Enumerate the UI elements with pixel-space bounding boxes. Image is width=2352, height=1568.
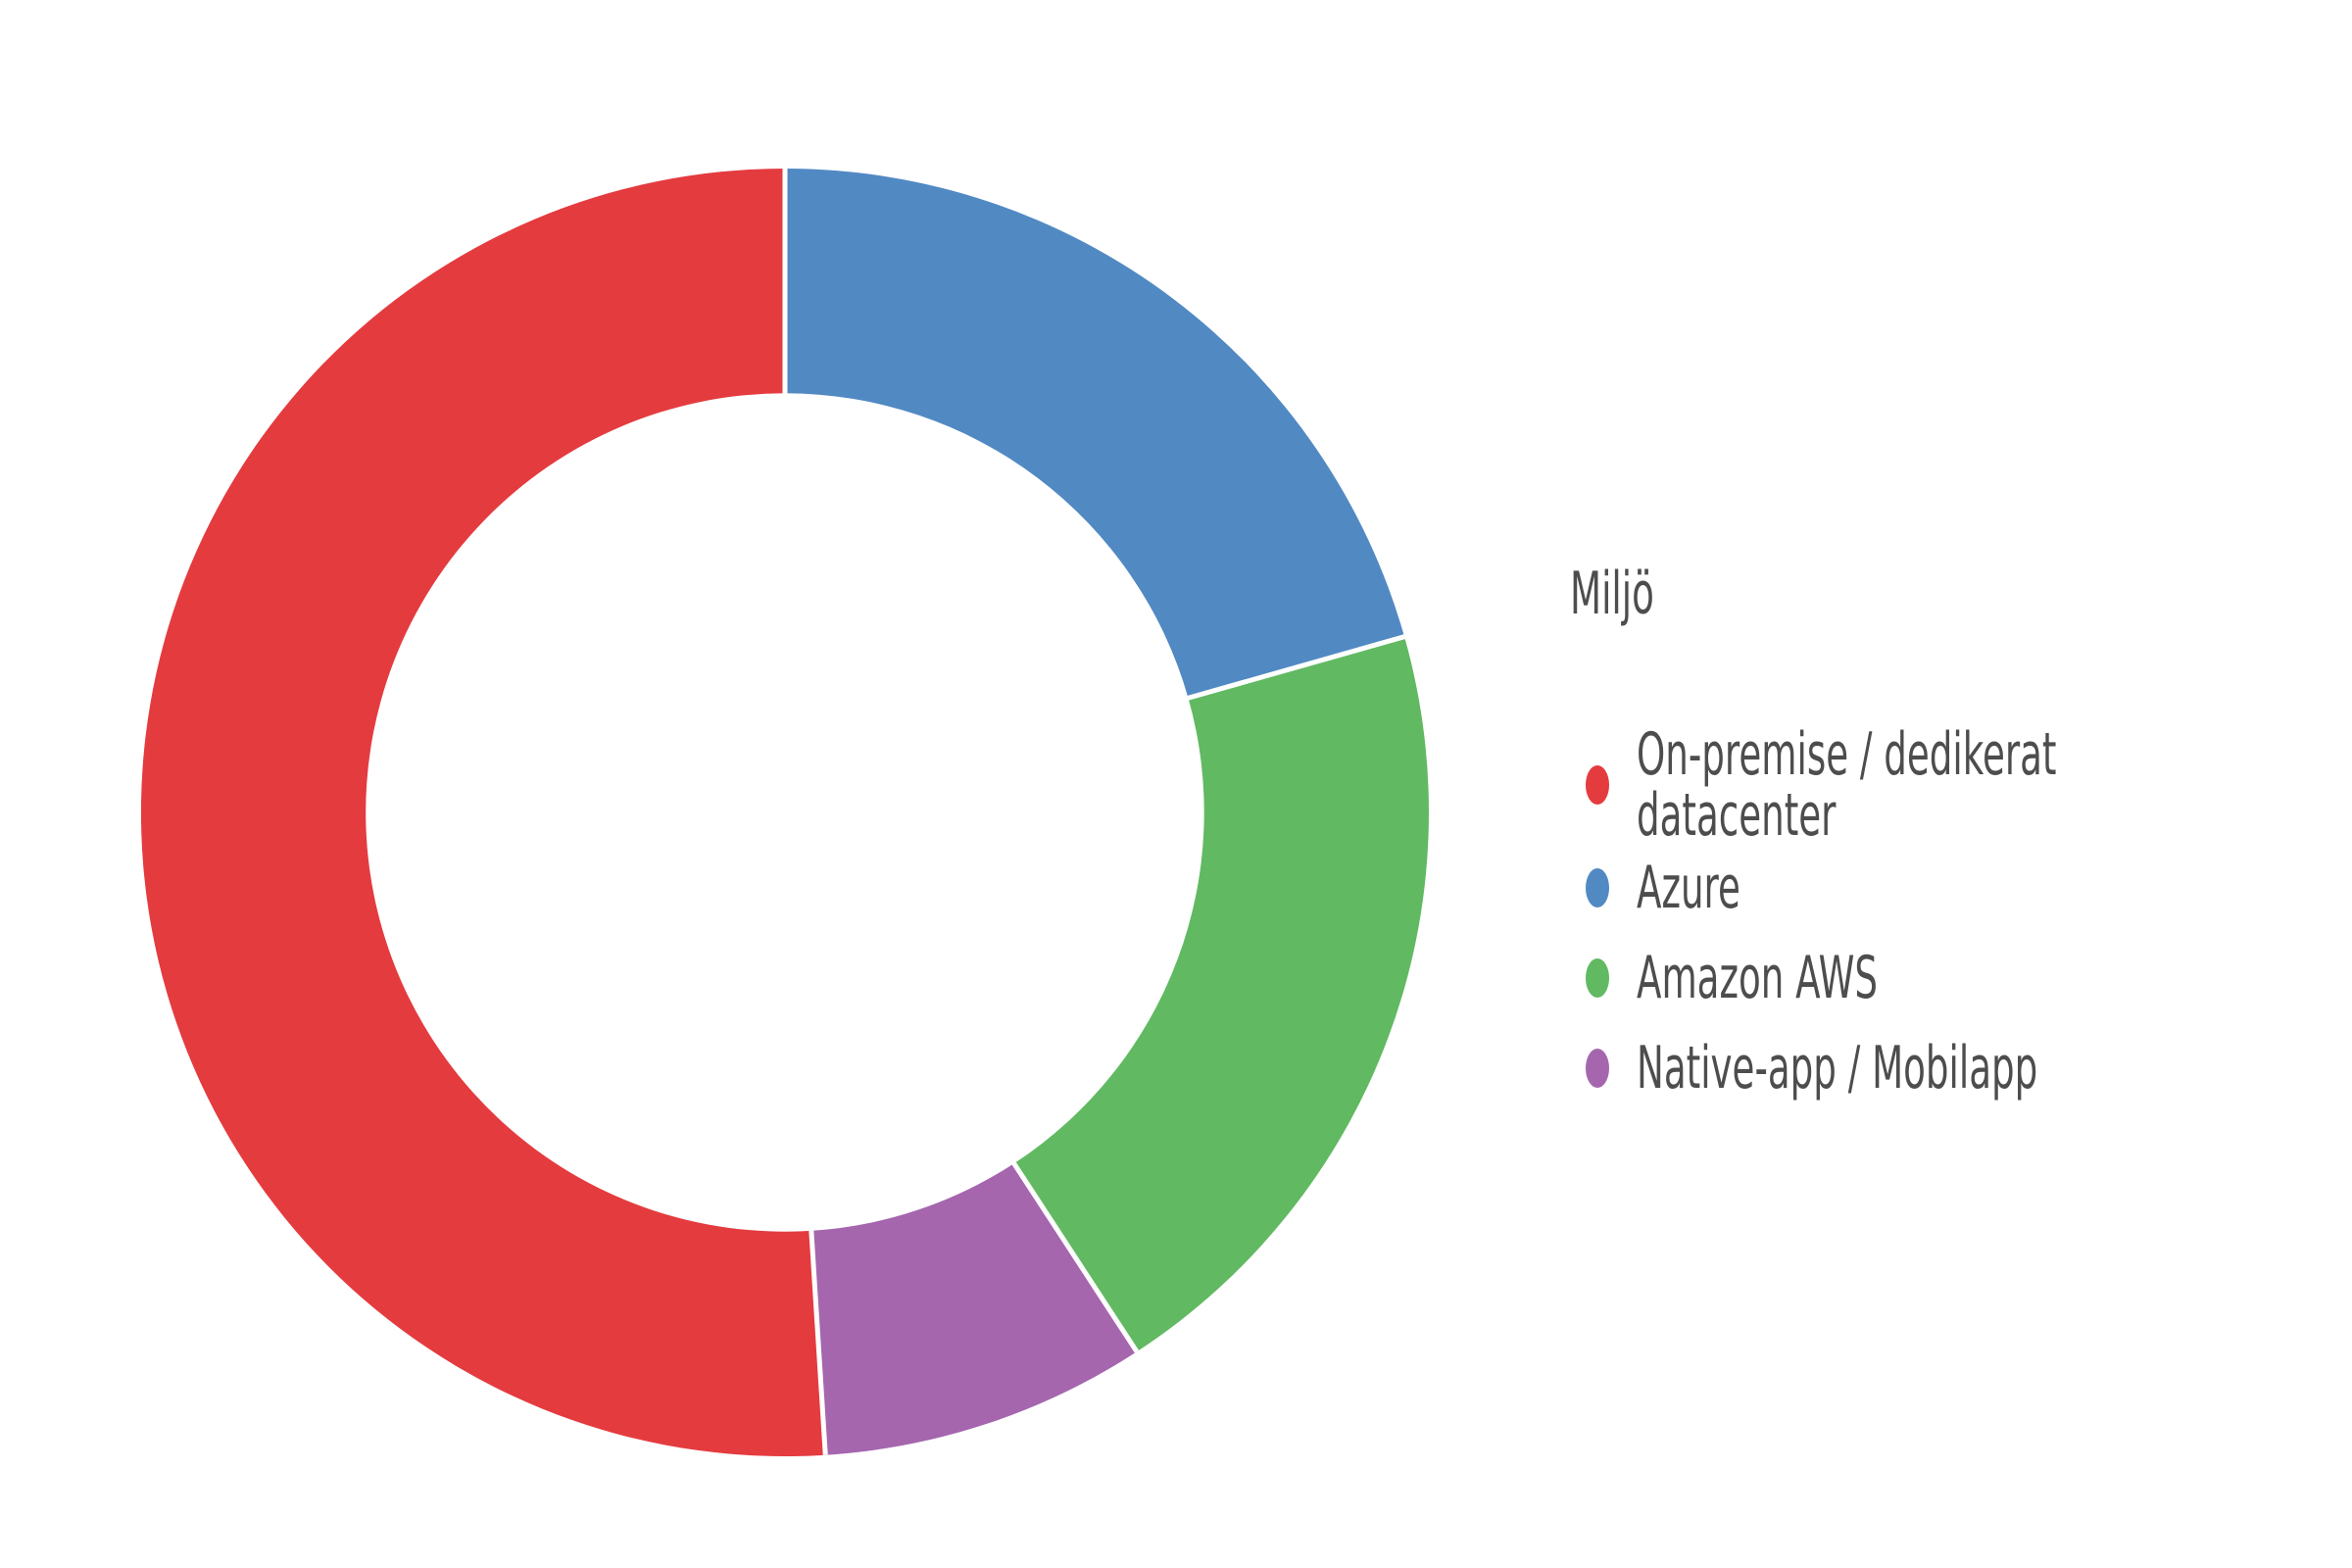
slice-azure[interactable] [785, 169, 1405, 699]
slice-native-app-mobilapp[interactable] [810, 1163, 1137, 1455]
legend-item-label: Amazon AWS [1637, 944, 1878, 1012]
slice-separator [1011, 1161, 1140, 1353]
slice-on-premise-dedikerat-datacenter[interactable] [140, 169, 826, 1456]
legend: Miljö On-premise / dedikerat datacenter … [1570, 560, 2352, 1099]
legend-swatch-icon [1586, 765, 1609, 805]
slice-separator [1186, 634, 1405, 701]
legend-item-label: On-premise / dedikerat datacenter [1637, 720, 2057, 850]
legend-swatch-icon [1586, 868, 1609, 907]
legend-swatch-icon [1586, 958, 1609, 998]
legend-item-native-app-mobilapp[interactable]: Native-app / Mobilapp [1570, 1038, 2352, 1099]
legend-title: Miljö [1570, 560, 1654, 628]
legend-item-azure[interactable]: Azure [1570, 858, 2352, 918]
legend-item-on-premise-dedikerat-datacenter[interactable]: On-premise / dedikerat datacenter [1570, 724, 2352, 846]
slice-separator [808, 1229, 828, 1455]
legend-swatch-icon [1586, 1049, 1609, 1088]
slice-amazon-aws[interactable] [1013, 636, 1429, 1352]
legend-item-label: Azure [1637, 854, 1740, 922]
legend-item-amazon-aws[interactable]: Amazon AWS [1570, 948, 2352, 1008]
legend-item-label: Native-app / Mobilapp [1637, 1034, 2038, 1102]
donut-plot [140, 169, 1429, 1456]
